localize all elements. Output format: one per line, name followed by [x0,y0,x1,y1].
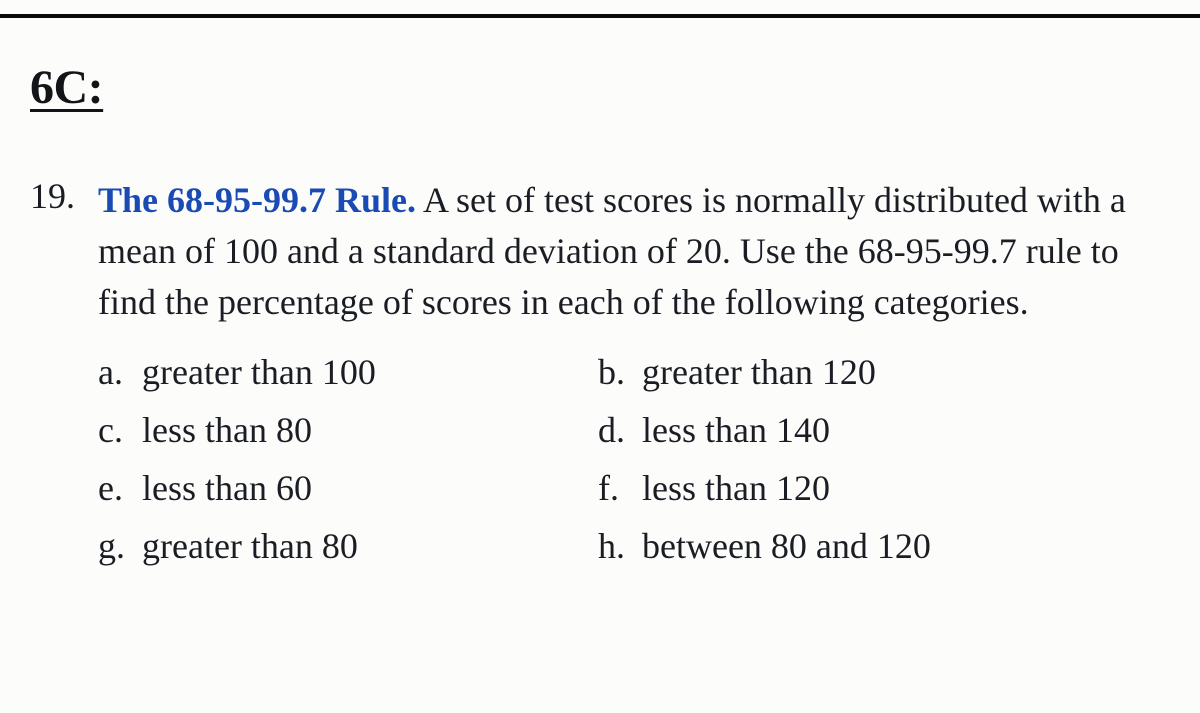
problem-title: The 68-95-99.7 Rule. [98,180,416,220]
option-text: greater than 100 [142,351,578,393]
option-letter: h. [598,525,642,567]
option-e: e. less than 60 [98,467,578,509]
option-text: less than 120 [642,467,1170,509]
option-text: less than 60 [142,467,578,509]
problem-number: 19. [30,175,98,217]
option-c: c. less than 80 [98,409,578,451]
page-content: 6C: 19. The 68-95-99.7 Rule. A set of te… [30,60,1170,567]
option-letter: g. [98,525,142,567]
option-text: greater than 80 [142,525,578,567]
option-f: f. less than 120 [598,467,1170,509]
option-letter: c. [98,409,142,451]
option-b: b. greater than 120 [598,351,1170,393]
option-g: g. greater than 80 [98,525,578,567]
option-letter: b. [598,351,642,393]
option-text: less than 140 [642,409,1170,451]
option-letter: d. [598,409,642,451]
problem-stem: The 68-95-99.7 Rule. A set of test score… [98,175,1170,327]
option-d: d. less than 140 [598,409,1170,451]
horizontal-rule [0,14,1200,18]
option-letter: f. [598,467,642,509]
option-text: less than 80 [142,409,578,451]
problem-body: The 68-95-99.7 Rule. A set of test score… [98,175,1170,567]
option-text: greater than 120 [642,351,1170,393]
option-letter: e. [98,467,142,509]
option-a: a. greater than 100 [98,351,578,393]
section-heading: 6C: [30,60,1170,115]
option-text: between 80 and 120 [642,525,1170,567]
problem-block: 19. The 68-95-99.7 Rule. A set of test s… [30,175,1170,567]
options-grid: a. greater than 100 b. greater than 120 … [98,351,1170,567]
option-letter: a. [98,351,142,393]
option-h: h. between 80 and 120 [598,525,1170,567]
